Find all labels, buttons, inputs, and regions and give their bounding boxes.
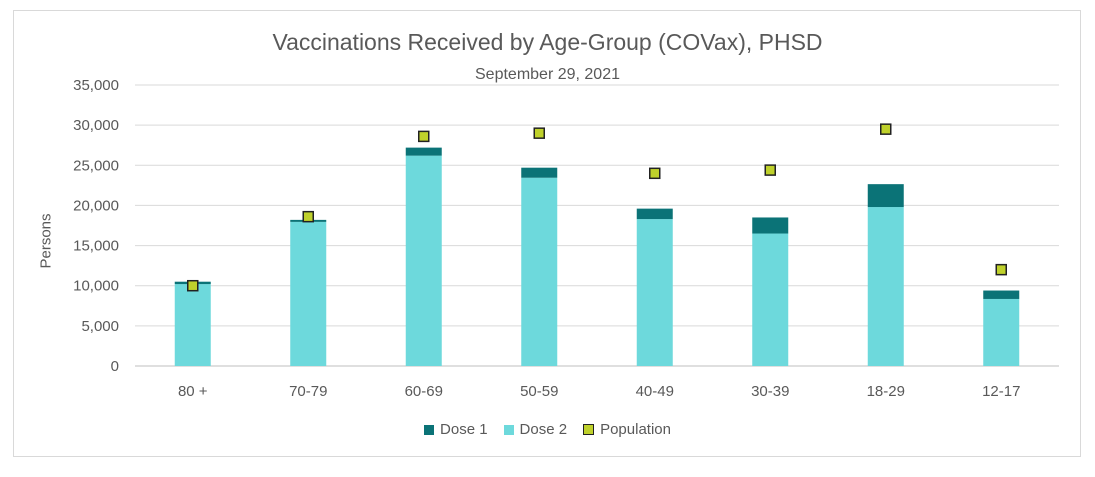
legend-label-dose-2: Dose 2: [519, 421, 568, 438]
legend-item-dose-1: Dose 1: [424, 421, 488, 438]
y-tick-label: 35,000: [73, 77, 119, 94]
y-tick-label: 5,000: [81, 318, 119, 335]
y-tick-label: 30,000: [73, 117, 119, 134]
bar-dose-2: [521, 177, 558, 366]
bar-dose-1: [636, 208, 673, 220]
bar-dose-1: [521, 167, 558, 178]
x-tick-label: 40-49: [636, 383, 674, 400]
legend-item-dose-2: Dose 2: [503, 421, 568, 438]
legend: Dose 1 Dose 2 Population: [0, 421, 1095, 438]
population-marker: [880, 123, 892, 135]
x-tick-label: 60-69: [405, 383, 443, 400]
x-tick-label: 80 +: [178, 383, 208, 400]
population-marker: [533, 127, 545, 139]
legend-label-dose-1: Dose 1: [440, 421, 488, 438]
x-tick-label: 12-17: [982, 383, 1020, 400]
y-tick-label: 10,000: [73, 278, 119, 295]
bar-dose-1: [405, 147, 442, 156]
x-tick-label: 30-39: [751, 383, 789, 400]
bar-dose-2: [405, 155, 442, 366]
bar-dose-2: [174, 284, 211, 366]
y-tick-label: 20,000: [73, 197, 119, 214]
population-marker: [995, 263, 1007, 276]
chart-title: Vaccinations Received by Age-Group (COVa…: [272, 29, 823, 55]
chart-subtitle: September 29, 2021: [475, 66, 620, 83]
legend-item-population: Population: [583, 421, 671, 438]
population-marker: [649, 167, 661, 180]
population-marker: [764, 164, 776, 176]
legend-swatch-dose-2: [503, 424, 514, 435]
population-marker: [302, 210, 314, 223]
legend-label-population: Population: [600, 421, 671, 438]
legend-swatch-dose-1: [424, 424, 435, 435]
x-tick-label: 70-79: [289, 383, 327, 400]
bar-dose-2: [290, 221, 327, 366]
population-marker: [418, 130, 430, 143]
y-tick-label: 25,000: [73, 157, 119, 174]
x-tick-label: 18-29: [867, 383, 905, 400]
bar-dose-2: [983, 298, 1020, 366]
population-marker: [187, 279, 199, 292]
bar-dose-2: [867, 207, 904, 366]
bar-dose-2: [752, 233, 789, 366]
bar-dose-1: [983, 290, 1020, 299]
bar-dose-2: [636, 219, 673, 366]
legend-marker-population: [583, 424, 595, 435]
x-tick-label: 50-59: [520, 383, 558, 400]
y-tick-label: 0: [111, 358, 119, 375]
bar-dose-1: [752, 217, 789, 234]
y-tick-label: 15,000: [73, 238, 119, 255]
bar-dose-1: [867, 184, 904, 208]
